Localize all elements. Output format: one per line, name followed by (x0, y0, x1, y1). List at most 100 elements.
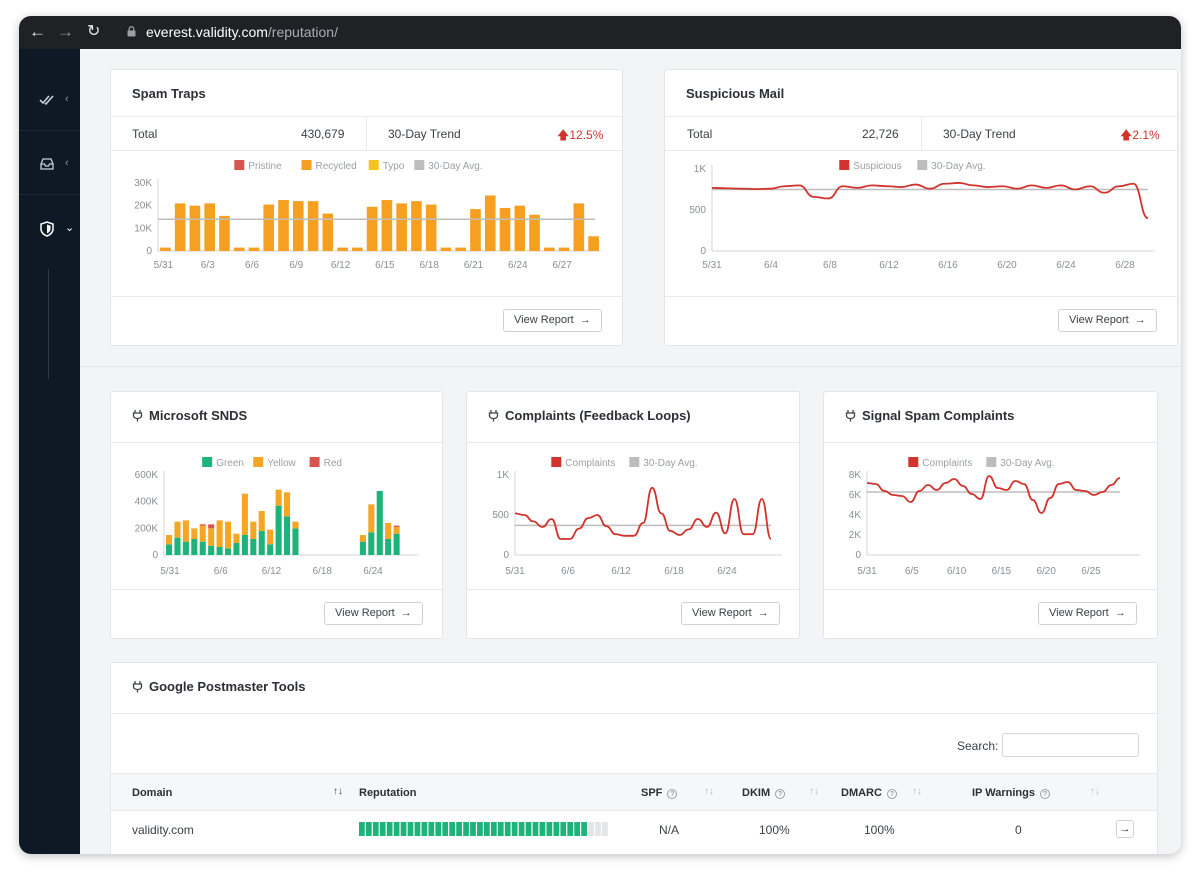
sort-icon[interactable]: ↑↓ (1090, 786, 1100, 797)
column-domain[interactable]: Domain (132, 787, 173, 799)
reputation-segment (518, 822, 525, 836)
reputation-segment (532, 822, 539, 836)
column-spf[interactable]: SPF? (641, 787, 678, 799)
sort-icon[interactable]: ↑↓ (912, 786, 922, 797)
reload-icon[interactable]: ↻ (87, 23, 101, 40)
help-icon[interactable]: ? (775, 789, 786, 799)
help-icon[interactable]: ? (886, 789, 897, 799)
sidebar-item-inbox[interactable]: ‹ (19, 133, 80, 195)
address-bar[interactable]: everest.validity.com/reputation/ (146, 24, 338, 40)
reputation-segment (602, 822, 608, 836)
complaints-card: Complaints (Feedback Loops) Complaints 30… (466, 391, 800, 639)
column-dmarc[interactable]: DMARC? (841, 787, 897, 799)
series-line (711, 182, 1149, 220)
divider (366, 116, 367, 150)
legend-swatch (917, 160, 928, 170)
legend-label: Pristine (248, 161, 282, 172)
divider (824, 442, 1157, 443)
card-title: Complaints (Feedback Loops) (488, 408, 691, 423)
suspicious-mail-card: Suspicious Mail Total 22,726 30-Day Tren… (664, 69, 1178, 346)
divider (111, 296, 622, 297)
sort-icon[interactable]: ↑↓ (333, 786, 343, 797)
reputation-segment (553, 822, 560, 836)
legend-label: Complaints (565, 458, 615, 469)
reputation-segment (595, 822, 601, 836)
view-report-button[interactable]: View Report → (1058, 309, 1157, 332)
google-postmaster-card: Google Postmaster Tools Search: Domain ↑… (110, 662, 1158, 854)
back-icon[interactable]: ← (29, 22, 46, 41)
search-input[interactable] (1002, 733, 1139, 757)
button-label: View Report (692, 607, 752, 619)
plug-icon (845, 410, 856, 422)
legend-label: Recycled (316, 161, 357, 172)
bar (411, 201, 422, 251)
bar (233, 533, 240, 543)
bar (359, 535, 366, 542)
legend-swatch (301, 160, 312, 170)
bar (174, 537, 181, 555)
view-report-button[interactable]: View Report → (503, 309, 602, 332)
trend-label: 30-Day Trend (388, 127, 461, 141)
bar (381, 200, 393, 251)
bar (440, 247, 452, 251)
x-tick-label: 6/24 (508, 260, 528, 271)
browser-toolbar: ← → ↻ everest.validity.com/reputation/ (19, 16, 1181, 49)
help-icon[interactable]: ? (667, 789, 678, 799)
column-label: SPF (641, 787, 663, 799)
plug-icon (488, 410, 499, 422)
column-reputation[interactable]: Reputation (359, 787, 417, 799)
x-tick-label: 6/9 (289, 260, 303, 271)
sort-icon[interactable]: ↑↓ (704, 786, 714, 797)
bar (322, 213, 334, 251)
snds-chart: Green Yellow Red 0 200K 400K 600K 5/31 6/6 6/12 6/… (135, 457, 419, 577)
x-tick-label: 5/31 (160, 566, 180, 577)
column-ip-warnings[interactable]: IP Warnings? (972, 787, 1050, 799)
column-dkim[interactable]: DKIM? (742, 787, 786, 799)
bar (204, 203, 215, 251)
sidebar-item-checks[interactable]: ‹ (19, 69, 80, 131)
y-tick-label: 2K (849, 530, 862, 541)
y-tick-label: 0 (855, 550, 861, 561)
bar (558, 247, 570, 251)
x-tick-label: 6/24 (1056, 260, 1076, 271)
trend-percent: 2.1% (1132, 128, 1160, 142)
reputation-segment (525, 822, 532, 836)
bar (258, 511, 265, 531)
divider (665, 150, 1177, 151)
y-tick-label: 0 (503, 550, 509, 561)
total-value: 22,726 (862, 127, 899, 141)
view-report-button[interactable]: View Report → (681, 602, 780, 625)
view-report-button[interactable]: View Report → (1038, 602, 1137, 625)
spam-traps-chart: Pristine Recycled Typo 30-Day Avg. 0 10K 20K 30… (134, 160, 601, 271)
legend-label: Complaints (922, 458, 972, 469)
help-icon[interactable]: ? (1039, 789, 1050, 799)
forward-icon[interactable]: → (57, 22, 74, 41)
bar (216, 547, 223, 555)
arrow-right-icon: → (1114, 607, 1126, 619)
x-tick-label: 6/4 (764, 260, 778, 271)
bar (216, 520, 223, 547)
y-tick-label: 8K (849, 470, 862, 481)
legend-label: Green (216, 458, 244, 469)
column-label: IP Warnings (972, 787, 1035, 799)
y-tick-label: 6K (849, 490, 862, 501)
view-report-button[interactable]: View Report → (324, 602, 423, 625)
bar (396, 203, 407, 251)
sort-icon[interactable]: ↑↓ (809, 786, 819, 797)
dmarc-cell: 100% (864, 823, 895, 837)
bar (208, 524, 215, 529)
bar (292, 528, 299, 555)
card-title: Google Postmaster Tools (132, 679, 306, 694)
suspicious-mail-chart: Suspicious 30-Day Avg. 0 500 1K 5/31 6/4 6/8 6/1… (689, 160, 1155, 271)
divider (824, 589, 1157, 590)
bar (166, 544, 173, 555)
sidebar-item-reputation[interactable]: ⌄ (19, 197, 80, 259)
row-details-button[interactable]: → (1116, 820, 1134, 838)
bar (368, 504, 375, 533)
bar (278, 200, 289, 251)
card-title-text: Microsoft SNDS (149, 408, 248, 423)
reputation-segment (393, 822, 400, 836)
divider (111, 150, 622, 151)
divider (665, 296, 1177, 297)
legend-swatch (629, 457, 640, 467)
